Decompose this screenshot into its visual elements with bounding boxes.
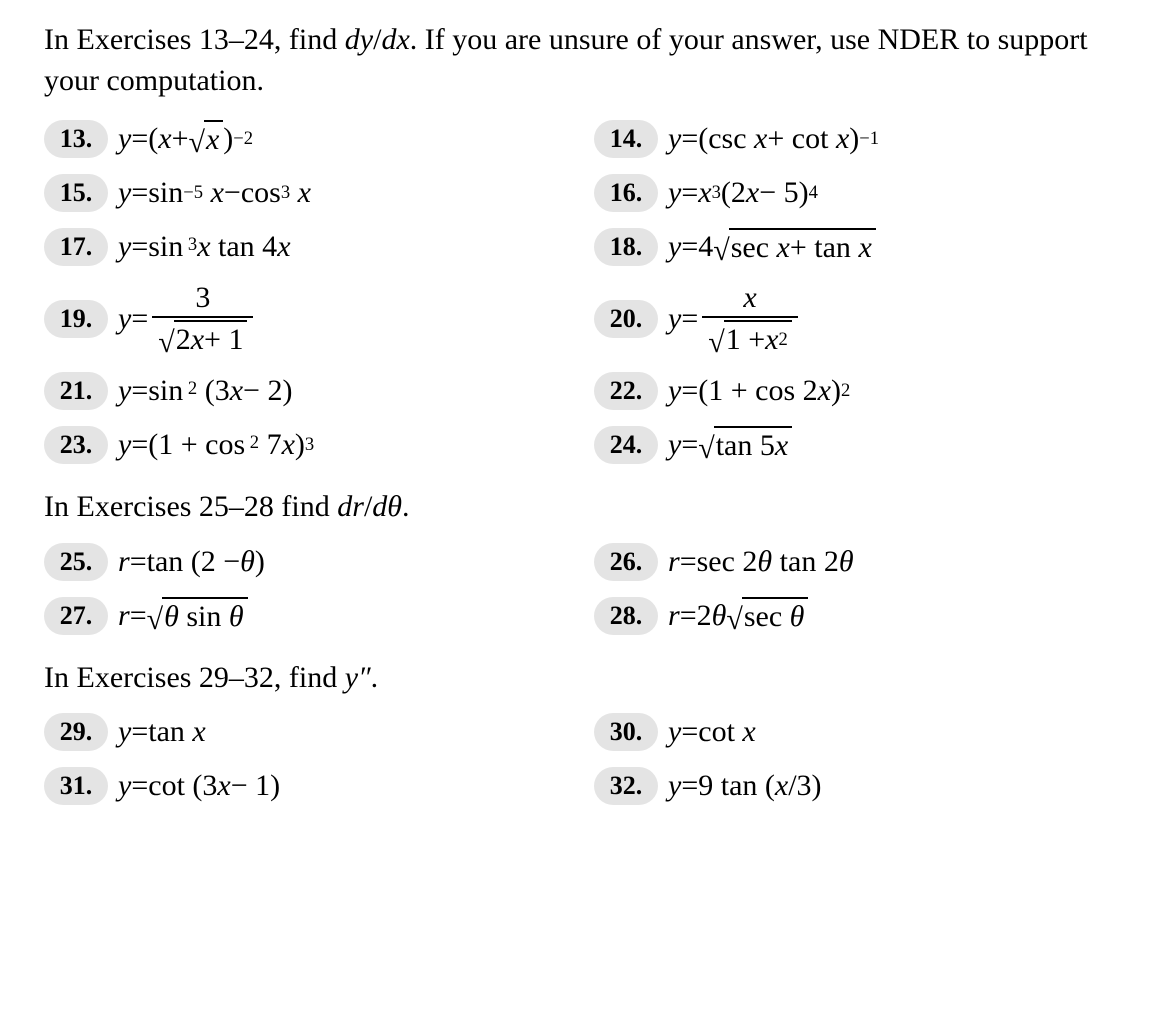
exercise-expression: y = tan x — [118, 715, 206, 749]
exercise-item: 20. y = x√1 + x2 — [594, 281, 1142, 358]
exercise-item: 32. y = 9 tan (x/3) — [594, 767, 1142, 805]
exercise-number-badge: 19. — [44, 300, 108, 338]
exercise-expression: y = sin3xtan 4x — [118, 230, 291, 264]
exercise-row: 25. r = tan (2 − θ) 26. r = sec 2θtan 2θ — [44, 538, 1142, 586]
exercise-page: In Exercises 13–24, find dy/dx. If you a… — [44, 20, 1142, 810]
exercise-item: 21. y = sin2(3x − 2) — [44, 372, 594, 410]
exercise-number-badge: 31. — [44, 767, 108, 805]
exercise-number-badge: 23. — [44, 426, 108, 464]
exercise-row: 27. r = √θsin θ 28. r = 2θ√sec θ — [44, 592, 1142, 640]
exercise-expression: y = sin−5x − cos3x — [118, 176, 311, 210]
exercise-expression: y = 3√2x + 1 — [118, 281, 257, 358]
exercise-row: 31. y = cot (3x − 1) 32. y = 9 tan (x/3) — [44, 762, 1142, 810]
exercise-number-badge: 32. — [594, 767, 658, 805]
exercise-number-badge: 25. — [44, 543, 108, 581]
exercise-number-badge: 24. — [594, 426, 658, 464]
exercise-expression: y = (csc x + cot x)−1 — [668, 122, 879, 156]
exercise-expression: y = (1 + cos27x)3 — [118, 428, 314, 462]
exercise-item: 14. y = (csc x + cot x)−1 — [594, 120, 1142, 158]
exercise-item: 29. y = tan x — [44, 713, 594, 751]
exercise-item: 19. y = 3√2x + 1 — [44, 281, 594, 358]
exercise-number-badge: 30. — [594, 713, 658, 751]
exercise-item: 30. y = cot x — [594, 713, 1142, 751]
exercise-number-badge: 15. — [44, 174, 108, 212]
exercise-number-badge: 22. — [594, 372, 658, 410]
exercise-item: 22. y = (1 + cos 2x)2 — [594, 372, 1142, 410]
exercise-expression: r = sec 2θtan 2θ — [668, 545, 854, 579]
exercise-row: 19. y = 3√2x + 1 20. y = x√1 + x2 — [44, 277, 1142, 361]
section-heading: In Exercises 25–28 find dr/dθ. — [44, 487, 1142, 528]
exercise-row: 29. y = tan x 30. y = cot x — [44, 708, 1142, 756]
exercise-number-badge: 20. — [594, 300, 658, 338]
exercise-item: 15. y = sin−5x − cos3x — [44, 174, 594, 212]
exercise-item: 24. y = √tan 5x — [594, 426, 1142, 464]
exercise-number-badge: 17. — [44, 228, 108, 266]
exercise-item: 27. r = √θsin θ — [44, 597, 594, 635]
exercise-expression: r = √θsin θ — [118, 597, 248, 635]
exercise-expression: y = 4√sec x + tan x — [668, 228, 876, 266]
section-heading: In Exercises 29–32, find y″. — [44, 658, 1142, 699]
exercise-expression: y = (1 + cos 2x)2 — [668, 374, 850, 408]
exercise-item: 26. r = sec 2θtan 2θ — [594, 543, 1142, 581]
exercise-number-badge: 13. — [44, 120, 108, 158]
exercise-expression: r = 2θ√sec θ — [668, 597, 808, 635]
exercise-number-badge: 26. — [594, 543, 658, 581]
exercise-number-badge: 18. — [594, 228, 658, 266]
exercise-number-badge: 28. — [594, 597, 658, 635]
section-heading: In Exercises 13–24, find dy/dx. If you a… — [44, 20, 1142, 101]
exercise-number-badge: 14. — [594, 120, 658, 158]
exercise-item: 31. y = cot (3x − 1) — [44, 767, 594, 805]
exercise-row: 23. y = (1 + cos27x)3 24. y = √tan 5x — [44, 421, 1142, 469]
exercise-number-badge: 27. — [44, 597, 108, 635]
exercise-number-badge: 16. — [594, 174, 658, 212]
exercise-item: 28. r = 2θ√sec θ — [594, 597, 1142, 635]
exercise-expression: y = cot (3x − 1) — [118, 769, 280, 803]
exercise-expression: y = sin2(3x − 2) — [118, 374, 292, 408]
exercise-row: 21. y = sin2(3x − 2) 22. y = (1 + cos 2x)2 — [44, 367, 1142, 415]
exercise-row: 13. y = (x + √x)−2 14. y = (csc x + cot x)−… — [44, 115, 1142, 163]
exercise-row: 17. y = sin3xtan 4x 18. y = 4√sec x + tan x — [44, 223, 1142, 271]
exercise-expression: y = x√1 + x2 — [668, 281, 802, 358]
exercise-item: 18. y = 4√sec x + tan x — [594, 228, 1142, 266]
exercise-item: 17. y = sin3xtan 4x — [44, 228, 594, 266]
exercise-row: 15. y = sin−5x − cos3x 16. y = x3(2x − 5)4 — [44, 169, 1142, 217]
exercise-number-badge: 29. — [44, 713, 108, 751]
exercise-expression: y = 9 tan (x/3) — [668, 769, 822, 803]
exercise-item: 13. y = (x + √x)−2 — [44, 120, 594, 158]
exercise-expression: y = √tan 5x — [668, 426, 792, 464]
exercise-item: 23. y = (1 + cos27x)3 — [44, 426, 594, 464]
exercise-expression: y = (x + √x)−2 — [118, 120, 253, 158]
exercise-expression: y = x3(2x − 5)4 — [668, 176, 818, 210]
exercise-expression: y = cot x — [668, 715, 756, 749]
exercise-item: 16. y = x3(2x − 5)4 — [594, 174, 1142, 212]
exercise-number-badge: 21. — [44, 372, 108, 410]
exercise-expression: r = tan (2 − θ) — [118, 545, 265, 579]
exercise-item: 25. r = tan (2 − θ) — [44, 543, 594, 581]
